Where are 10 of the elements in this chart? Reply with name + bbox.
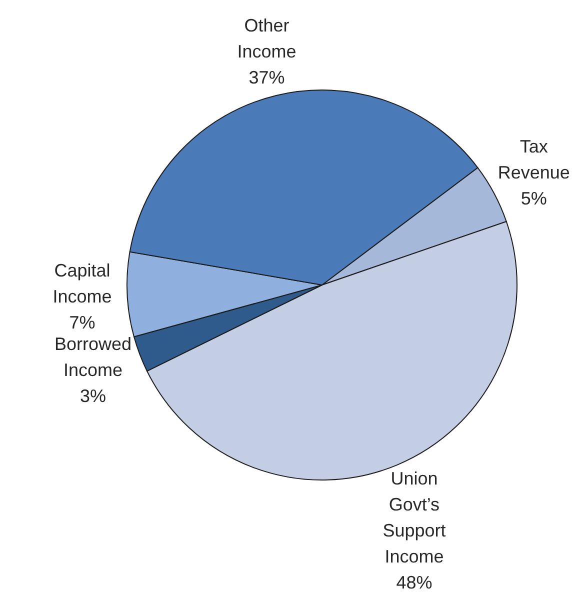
slice-label: Other Income bbox=[237, 16, 296, 62]
data-label: 7% bbox=[69, 312, 96, 333]
slice-label: Borrowed Income bbox=[54, 334, 132, 380]
slice-label: Capital Income bbox=[52, 260, 112, 307]
data-label: 5% bbox=[520, 188, 547, 208]
data-label: 48% bbox=[396, 572, 432, 593]
data-label: 37% bbox=[248, 68, 285, 88]
slice-label: Union Govt’s Support Income bbox=[382, 468, 446, 567]
data-label: 3% bbox=[80, 386, 106, 406]
slice-label: Tax Revenue bbox=[498, 136, 570, 182]
